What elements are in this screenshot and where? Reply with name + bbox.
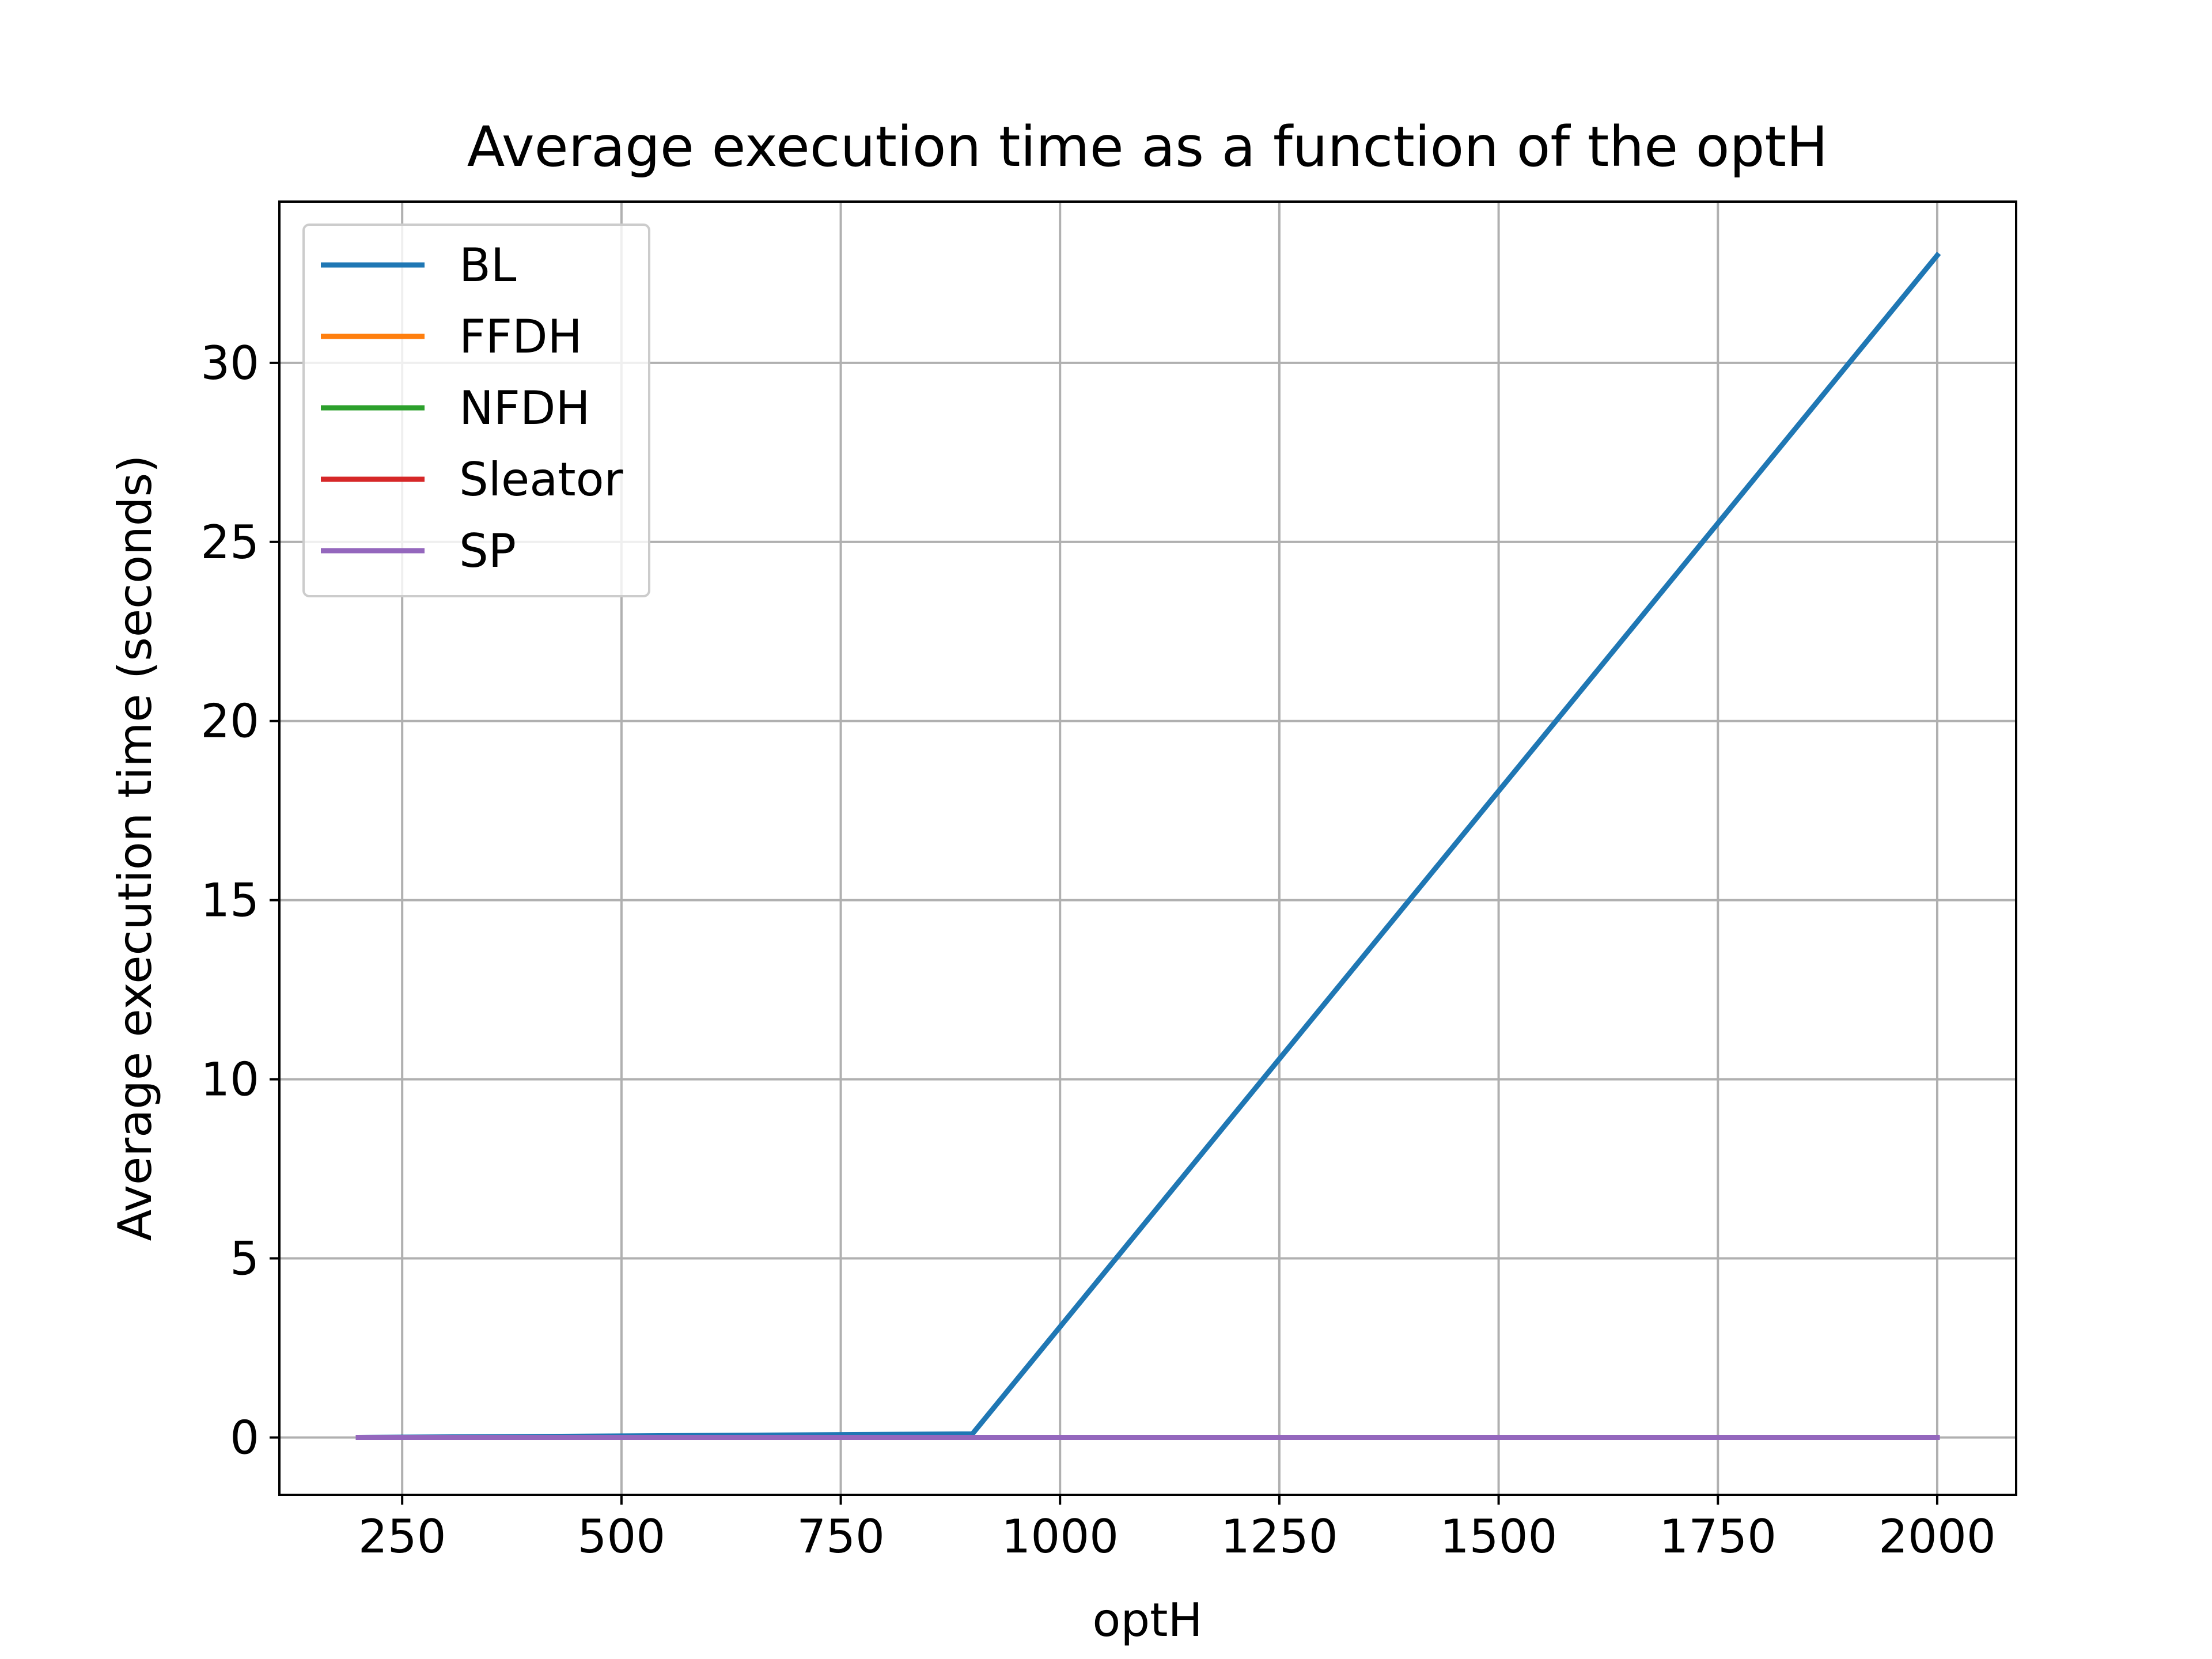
y-tick-label: 15 xyxy=(200,874,259,927)
legend-label-sp: SP xyxy=(459,524,516,578)
legend-box xyxy=(302,224,650,597)
y-axis-label: Average execution time (seconds) xyxy=(108,455,162,1241)
plot-frame xyxy=(278,200,2017,1496)
x-tick-label: 1000 xyxy=(1001,1510,1119,1563)
grid xyxy=(279,202,2016,1495)
legend: BL FFDH NFDH Sleator SP xyxy=(302,224,650,597)
x-tick-label: 1250 xyxy=(1221,1510,1338,1563)
legend-label-bl: BL xyxy=(459,238,517,292)
legend-label-sleator: Sleator xyxy=(459,453,623,506)
x-tick-label: 1500 xyxy=(1440,1510,1558,1563)
y-tick-label: 5 xyxy=(230,1232,259,1286)
chart-title: Average execution time as a function of … xyxy=(467,115,1828,179)
series-layer xyxy=(355,251,1941,1441)
y-axis: 0 5 10 15 20 25 30 xyxy=(200,336,279,1464)
x-tick-label: 1750 xyxy=(1659,1510,1777,1563)
y-tick-label: 20 xyxy=(200,695,259,748)
x-axis: 250 500 750 1000 1250 1500 1750 2000 xyxy=(358,1495,1996,1563)
x-tick-label: 500 xyxy=(578,1510,666,1563)
y-tick-label: 0 xyxy=(230,1411,259,1464)
y-tick-label: 30 xyxy=(200,336,259,390)
legend-label-nfdh: NFDH xyxy=(459,381,590,435)
x-tick-label: 2000 xyxy=(1878,1510,1996,1563)
y-tick-label: 10 xyxy=(200,1053,259,1107)
x-axis-label: optH xyxy=(1092,1593,1202,1647)
x-tick-label: 250 xyxy=(358,1510,446,1563)
legend-label-ffdh: FFDH xyxy=(459,310,582,363)
x-tick-label: 750 xyxy=(797,1510,885,1563)
y-tick-label: 25 xyxy=(200,516,259,569)
